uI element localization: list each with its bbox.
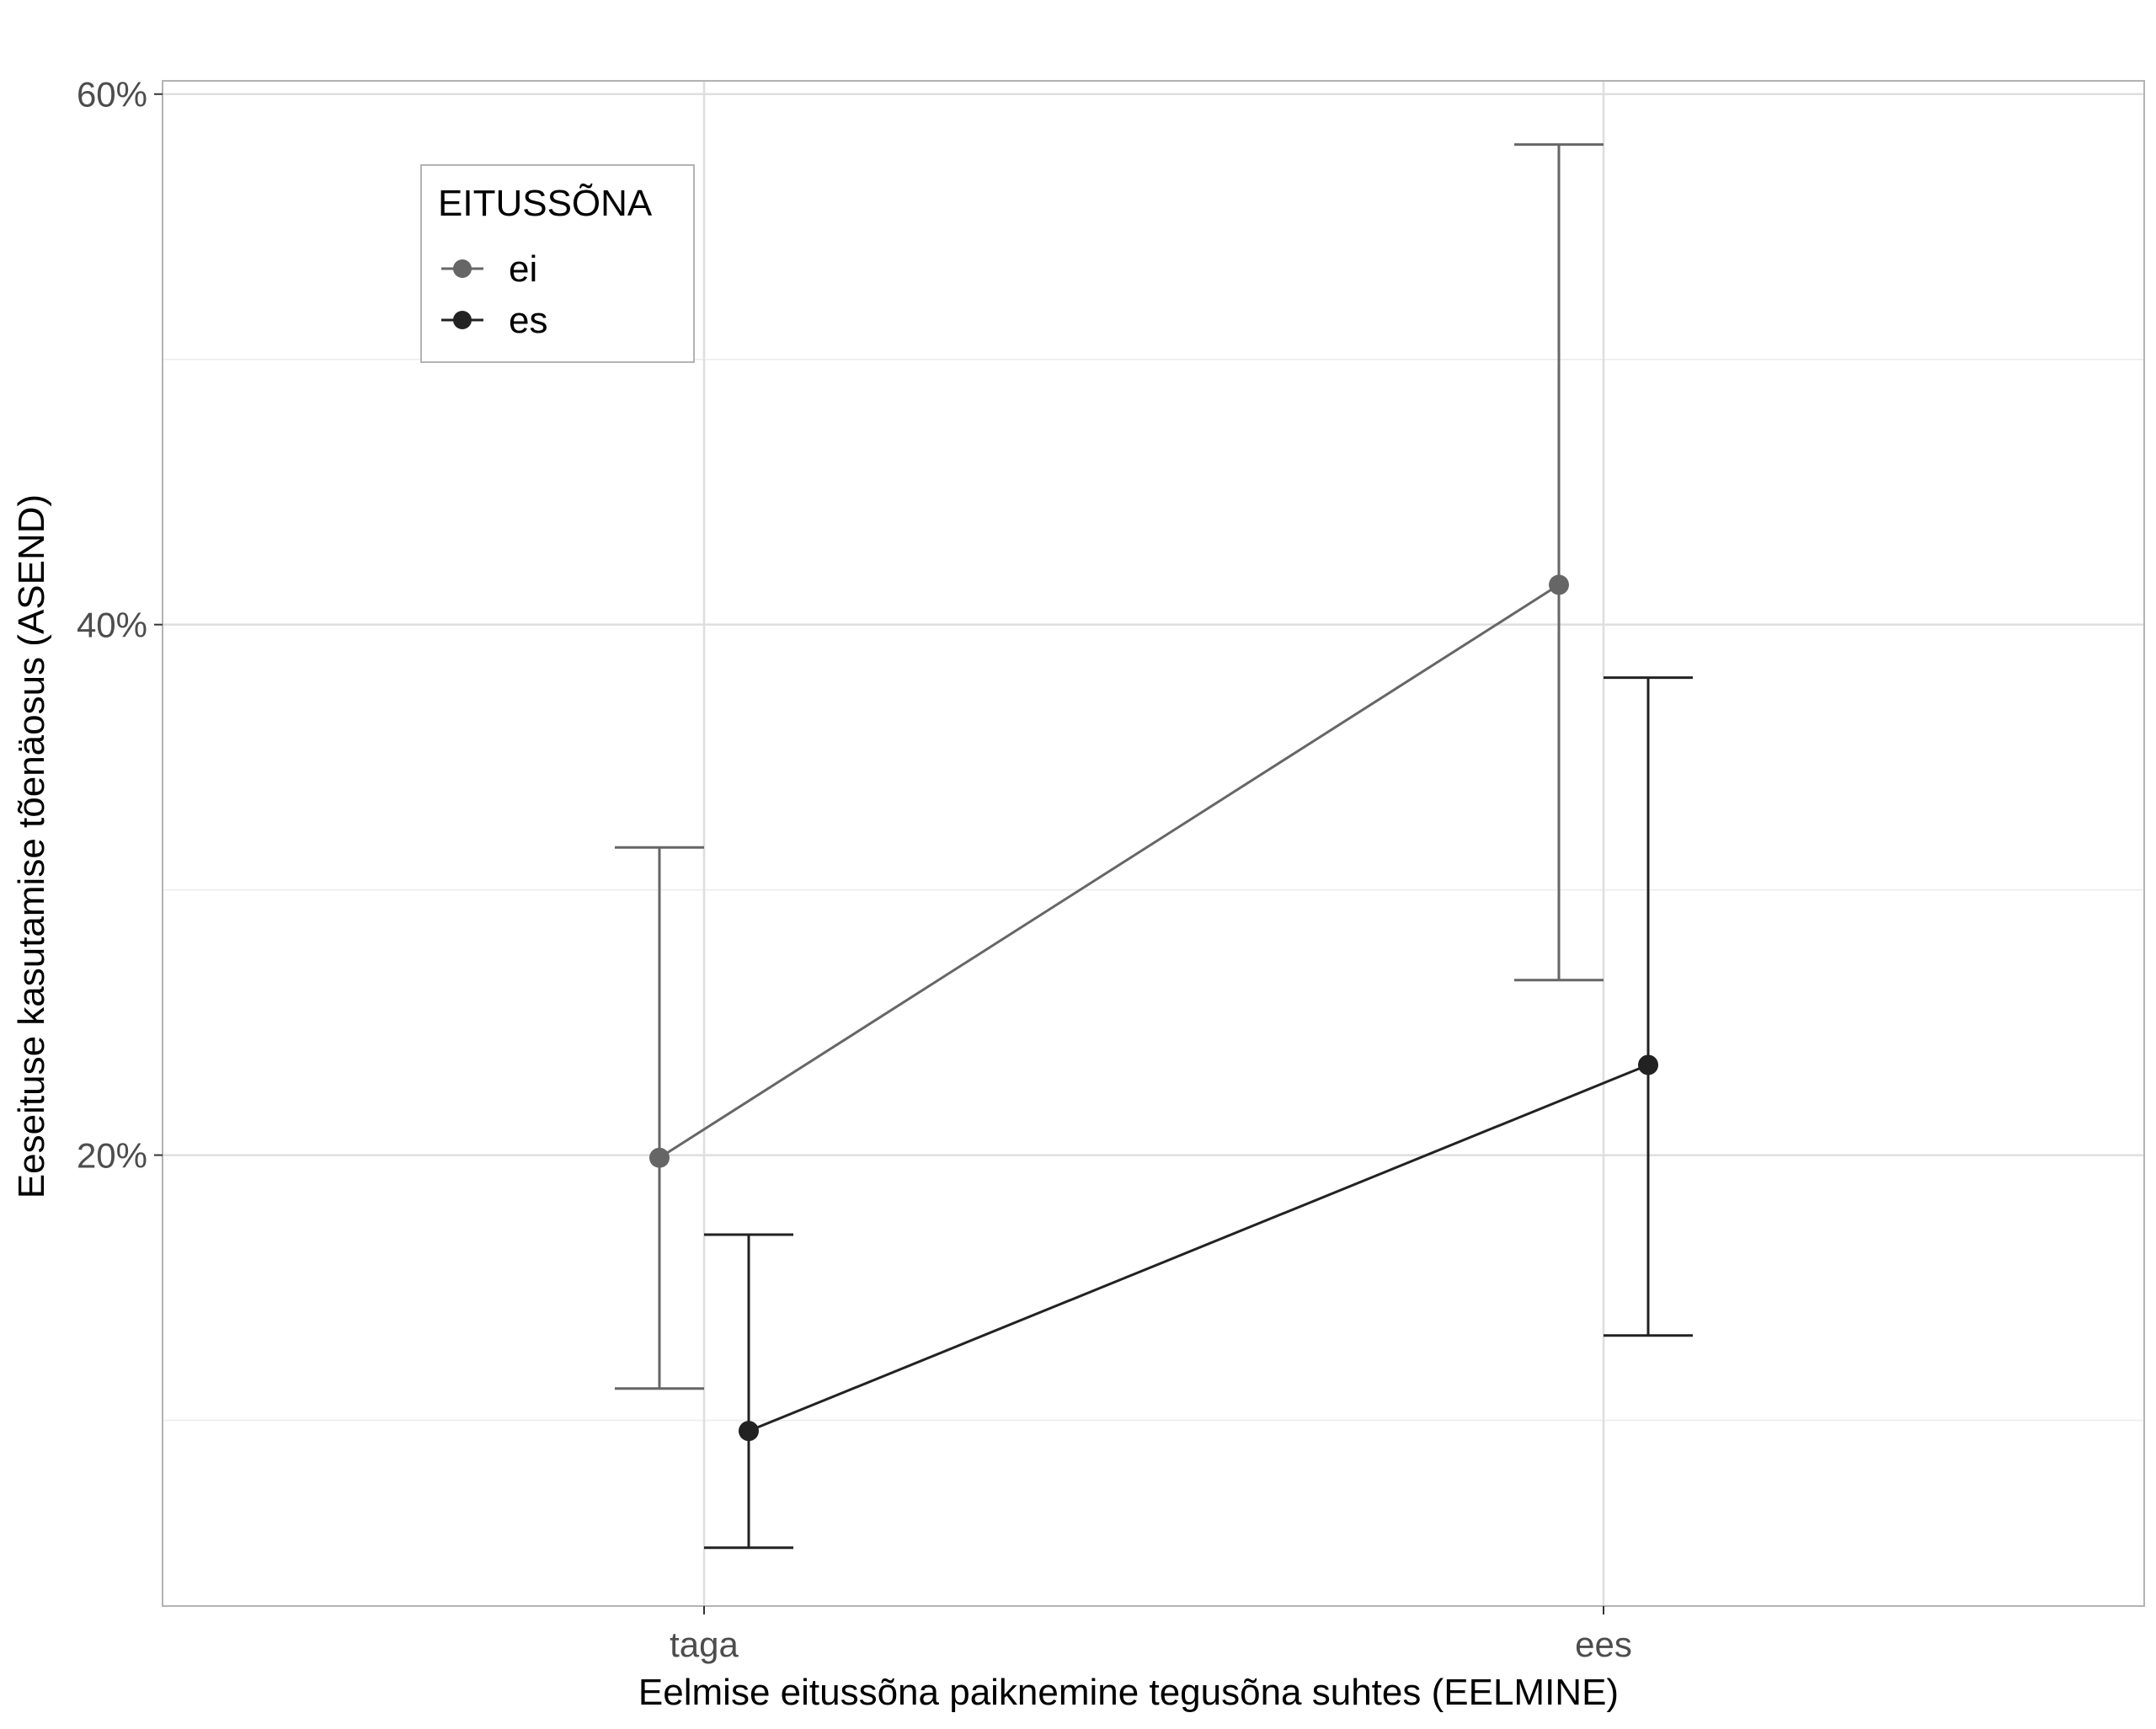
legend-item-es: es xyxy=(441,300,547,341)
x-tick-label: taga xyxy=(670,1625,739,1664)
series-es xyxy=(704,676,1693,1550)
series-line-es xyxy=(748,1064,1649,1433)
legend-key-point-ei xyxy=(453,259,472,278)
data-point-ei-taga xyxy=(649,1147,670,1168)
y-tick-label: 40% xyxy=(77,606,147,645)
y-tick-label: 20% xyxy=(77,1136,147,1176)
plot-panel-border xyxy=(162,80,2145,1607)
series-line-ei xyxy=(659,584,1560,1159)
y-axis-title: Eeseituse kasutamise tõenäosus (ASEND) xyxy=(11,494,52,1198)
data-point-es-taga xyxy=(739,1421,759,1442)
legend-title: EITUSSÕNA xyxy=(438,182,653,224)
legend-label-es: es xyxy=(509,300,547,341)
legend-item-ei: ei xyxy=(441,248,537,290)
legend-key-point-es xyxy=(453,311,472,329)
x-axis-title: Eelmise eitussõna paiknemine tegusõna su… xyxy=(638,1672,1619,1713)
legend-label-ei: ei xyxy=(509,248,537,290)
data-point-ei-ees xyxy=(1549,574,1569,595)
series-layer xyxy=(615,143,1693,1550)
data-point-es-ees xyxy=(1638,1054,1658,1075)
axis-layer: 20% 40% 60% taga ees xyxy=(77,75,1632,1664)
y-tick-label: 60% xyxy=(77,75,147,115)
series-ei xyxy=(615,143,1604,1390)
x-tick-label: ees xyxy=(1575,1625,1632,1664)
legend: EITUSSÕNA ei es xyxy=(420,164,695,363)
